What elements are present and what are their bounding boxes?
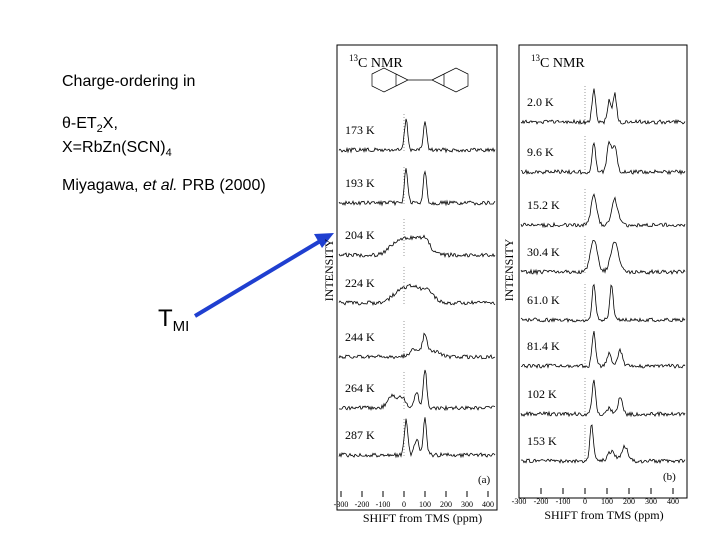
x-tick-label: -200: [534, 497, 549, 506]
temperature-label: 173 K: [345, 123, 375, 137]
transition-symbol: T: [158, 305, 173, 332]
spectrum-trace: [338, 118, 496, 154]
temperature-label: 287 K: [345, 428, 375, 442]
temperature-label: 81.4 K: [527, 339, 560, 353]
spectrum-trace: [521, 331, 686, 369]
title-sup: 13: [531, 53, 541, 63]
temperature-label: 204 K: [345, 228, 375, 242]
panel-frame: [518, 44, 688, 499]
temperature-label: 2.0 K: [527, 95, 554, 109]
x-tick-label: 300: [461, 500, 473, 509]
spectrum-trace: [338, 234, 496, 258]
spectrum-trace: [520, 239, 686, 276]
spectrum-trace: [338, 417, 496, 459]
x-tick-label: -100: [556, 497, 571, 506]
spectrum-trace: [520, 140, 686, 176]
transition-sub: MI: [173, 318, 190, 335]
nmr-panel: 13C NMR INTENSITY -300 -200 -100 0 100 200 300 40…: [322, 44, 498, 525]
molecule-ring: [371, 67, 469, 93]
x-tick-label: 0: [402, 500, 406, 509]
x-tick-label: -200: [355, 500, 370, 509]
temperature-label: 30.4 K: [527, 245, 560, 259]
citation: Miyagawa, et al. PRB (2000): [62, 177, 266, 194]
panel-tag: (b): [663, 471, 676, 483]
panel-frame: [336, 44, 498, 511]
citation-journal: PRB (2000): [182, 177, 266, 194]
spectrum-trace: [520, 424, 686, 464]
transition-label: TMI: [158, 305, 189, 335]
x-tick-label: 200: [440, 500, 452, 509]
temperature-label: 264 K: [345, 381, 375, 395]
x-tick-label: -300: [512, 497, 527, 506]
spectrum-trace: [520, 88, 686, 126]
temperature-label: 61.0 K: [527, 293, 560, 307]
heading-text: Charge-ordering in: [62, 73, 195, 90]
panel-title: 13C NMR: [531, 53, 585, 71]
x-tick-label: 100: [601, 497, 613, 506]
x-axis-label: SHIFT from TMS (ppm): [363, 511, 482, 525]
temperature-label: 153 K: [527, 434, 557, 448]
formula-prefix: θ-ET: [62, 115, 97, 132]
temperature-label: 193 K: [345, 176, 375, 190]
temperature-label: 102 K: [527, 387, 557, 401]
x-tick-label: 400: [667, 497, 679, 506]
title-text: C NMR: [540, 56, 585, 71]
x-tick-label: 300: [645, 497, 657, 506]
arrow-shaft: [193, 238, 324, 318]
x-tick-label: -300: [334, 500, 349, 509]
spectrum-trace: [338, 283, 496, 306]
x-tick-label: 200: [623, 497, 635, 506]
slide-text: Charge-ordering in θ-ET2X, X=RbZn(SCN)4 …: [62, 73, 266, 335]
x-tick-label: 100: [419, 500, 431, 509]
composition: X=RbZn(SCN)4: [62, 139, 172, 159]
spectrum-trace: [338, 168, 496, 207]
temperature-label: 224 K: [345, 276, 375, 290]
formula: θ-ET2X,: [62, 115, 118, 135]
nmr-panel: 13C NMR INTENSITY -300 -200 -100 0 100 200 300 40…: [502, 44, 688, 522]
temperature-label: 244 K: [345, 330, 375, 344]
citation-etal: et al.: [143, 177, 178, 194]
citation-author: Miyagawa,: [62, 177, 138, 194]
panel-tag: (a): [478, 474, 491, 486]
arrow: [193, 233, 334, 318]
title-text: C NMR: [358, 56, 403, 71]
x-tick-label: 0: [583, 497, 587, 506]
molecule-sketch: [371, 67, 469, 93]
temperature-label: 9.6 K: [527, 145, 554, 159]
x-tick-label: -100: [376, 500, 391, 509]
formula-suffix: X,: [103, 115, 118, 132]
y-axis-label: INTENSITY: [502, 238, 516, 301]
spectrum-trace: [338, 332, 496, 360]
spectrum-trace: [338, 369, 496, 411]
spectrum-trace: [520, 379, 686, 418]
spectrum-trace: [520, 283, 686, 323]
y-axis-label: INTENSITY: [322, 238, 336, 301]
temperature-label: 15.2 K: [527, 198, 560, 212]
x-tick-label: 400: [482, 500, 494, 509]
title-sup: 13: [349, 53, 359, 63]
x-axis-label: SHIFT from TMS (ppm): [544, 508, 663, 522]
heading: Charge-ordering in: [62, 73, 195, 90]
spectrum-trace: [520, 193, 686, 229]
composition-sub: 4: [166, 147, 172, 159]
arrow-head: [314, 233, 334, 248]
composition-prefix: X=RbZn(SCN): [62, 139, 166, 156]
formula-sub: 2: [97, 123, 103, 135]
panel-title: 13C NMR: [349, 53, 403, 71]
